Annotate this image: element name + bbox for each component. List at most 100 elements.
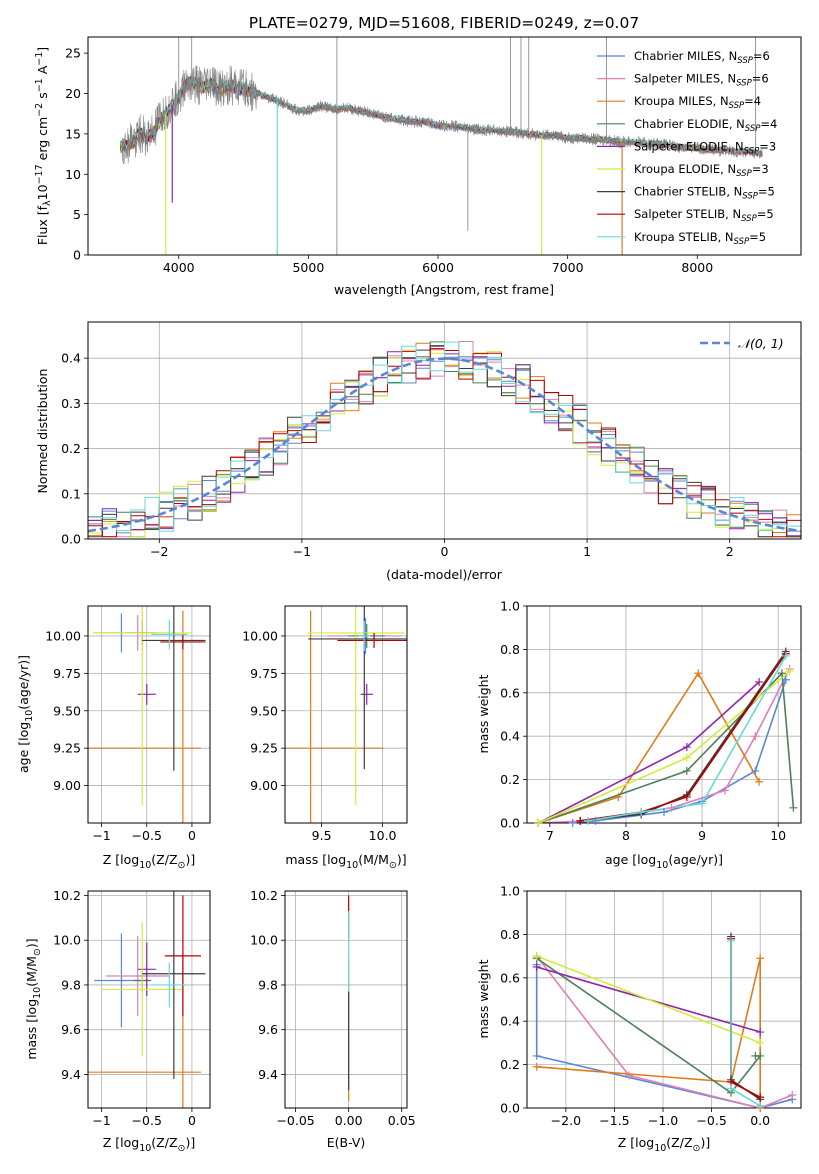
legend-nssp-value: =5 <box>758 185 775 199</box>
mass-weight-marker <box>727 936 736 945</box>
mass-weight-line <box>538 681 760 823</box>
residuals-plot <box>88 341 801 538</box>
x-axis-label-part: (Z/Z <box>151 1135 177 1150</box>
legend-nssp-value: =5 <box>749 230 766 244</box>
axes-frame <box>87 890 211 1109</box>
x-tick-label: −0.5 <box>132 828 162 843</box>
age_vs_Z-axes <box>88 606 210 823</box>
y-tick-label: 0.6 <box>500 685 520 700</box>
x-axis-label: age [log10(age/yr)] <box>605 852 723 871</box>
y-tick-label: 9.00 <box>250 778 278 793</box>
y-axis-label-part: −1 <box>34 52 45 66</box>
x-axis-label: (data-model)/error <box>386 567 503 582</box>
mass-weight-line <box>538 668 791 823</box>
y-tick-label: 10 <box>65 167 81 182</box>
mass-weight-marker <box>591 816 600 825</box>
x-tick-label: 2 <box>726 544 734 559</box>
axes-frame <box>526 605 802 824</box>
x-tick-label: −0.5 <box>696 1113 726 1128</box>
x-axis-label-part: 10 <box>656 860 668 871</box>
x-tick-label: −1 <box>92 828 110 843</box>
y-axis-label-part: −17 <box>34 164 45 184</box>
legend-entry: Salpeter ELODIE, NSSP=3 <box>634 139 776 156</box>
y-axis-label: mass [log10(M/M⊙)] <box>24 938 43 1059</box>
mass-weight-marker <box>694 669 703 678</box>
y-tick-label: 1.0 <box>500 599 520 614</box>
legend-sub: SSP <box>737 56 753 66</box>
x-tick-label: 8000 <box>681 260 713 275</box>
x-tick-label: 0.00 <box>335 1113 363 1128</box>
x-tick-label: −0.5 <box>132 1113 162 1128</box>
x-tick-label: 9.5 <box>312 828 332 843</box>
x-axis-label: Z [log10(Z/Z⊙)] <box>103 1135 196 1154</box>
y-tick-label: 10.0 <box>53 933 81 948</box>
mass_vs_Z-frame: −1 −0.5 09.49.69.810.010.2Z [log10(Z/Z⊙)]m… <box>24 888 211 1154</box>
y-axis-label-part: A <box>35 65 50 78</box>
legend-sub: SSP <box>736 169 752 179</box>
x-axis-label-part: age [log <box>605 852 656 867</box>
residual-histogram-step <box>88 341 801 532</box>
axes-frame <box>284 890 408 1109</box>
legend-nssp-value: =6 <box>753 49 770 63</box>
y-tick-label: 9.25 <box>250 741 278 756</box>
mass-weight-marker <box>532 952 541 961</box>
x-axis-label: mass [log10(M/M⊙)] <box>285 852 406 871</box>
mass-weight-line <box>538 671 795 823</box>
mass-weight-marker <box>532 1051 541 1060</box>
y-tick-label: 9.8 <box>258 977 278 992</box>
axes-frame <box>526 890 802 1109</box>
legend-sub: SSP <box>734 237 750 247</box>
y-tick-label: 0.4 <box>500 1014 520 1029</box>
legend-nssp-value: =6 <box>752 72 769 86</box>
mass-weight-marker <box>756 1038 765 1047</box>
mass-weight-marker <box>576 816 585 825</box>
mass-weight-marker <box>756 1028 765 1037</box>
mass-weight-marker <box>698 799 707 808</box>
mass-weight-marker <box>788 1090 797 1099</box>
y-axis-label-part: (age/yr)] <box>16 655 31 710</box>
mass-weight-marker <box>727 1084 736 1093</box>
axes-frame <box>87 36 802 256</box>
y-tick-label: 5 <box>73 207 81 222</box>
age_vs_Z-plot <box>88 606 206 823</box>
x-axis-label-part: ⊙ <box>178 1143 186 1154</box>
mass_vs_Z-plot <box>88 891 206 1108</box>
y-tick-label: 9.50 <box>53 703 81 718</box>
y-axis-label-part: (M/M <box>24 956 39 987</box>
x-axis-label-part: ⊙ <box>178 860 186 871</box>
legend-nssp-value: =4 <box>760 117 777 131</box>
y-axis-label-part: s <box>35 92 50 103</box>
x-axis-label-part: (age/yr)] <box>668 852 723 867</box>
x-tick-label: 7000 <box>552 260 584 275</box>
y-tick-label: 0.6 <box>500 970 520 985</box>
mass-weight-marker <box>756 954 765 963</box>
x-axis-label-part: 10 <box>654 1143 666 1154</box>
y-tick-label: 0.4 <box>61 351 81 366</box>
y-tick-label: 9.25 <box>53 741 81 756</box>
legend-sub: SSP <box>744 146 760 156</box>
mass-weight-marker <box>756 1101 765 1110</box>
mass-weight-marker <box>568 819 577 827</box>
y-axis-label: Flux [fλ10−17 erg cm−2 s−1 A−1] <box>34 47 53 245</box>
legend-model-name: Kroupa ELODIE, N <box>634 162 736 176</box>
mass-weight-line <box>535 964 793 1108</box>
y-axis-label-part: )] <box>24 938 39 948</box>
y-tick-label: 0.1 <box>61 486 81 501</box>
legend-model-name: Kroupa STELIB, N <box>634 230 734 244</box>
y-tick-label: 20 <box>65 86 81 101</box>
mass-weight-marker <box>637 808 646 817</box>
massweight_vs_Z-plot <box>535 936 793 1108</box>
y-axis-label: mass weight <box>476 959 491 1038</box>
massweight_vs_Z-frame: −2.0 −1.5 −1.0 −0.5 0.0 0.0 0.2 0.4 0.6 0.8 1.0 Z [… <box>476 884 802 1154</box>
x-axis-label-part: Z [log <box>618 1135 654 1150</box>
y-tick-label: 9.6 <box>258 1022 278 1037</box>
y-tick-label: 0.3 <box>61 396 81 411</box>
y-tick-label: 10.2 <box>53 888 81 903</box>
legend-model-name: Chabrier STELIB, N <box>634 185 742 199</box>
x-axis-label-part: ⊙ <box>389 860 397 871</box>
x-axis-label-part: (Z/Z <box>151 852 177 867</box>
